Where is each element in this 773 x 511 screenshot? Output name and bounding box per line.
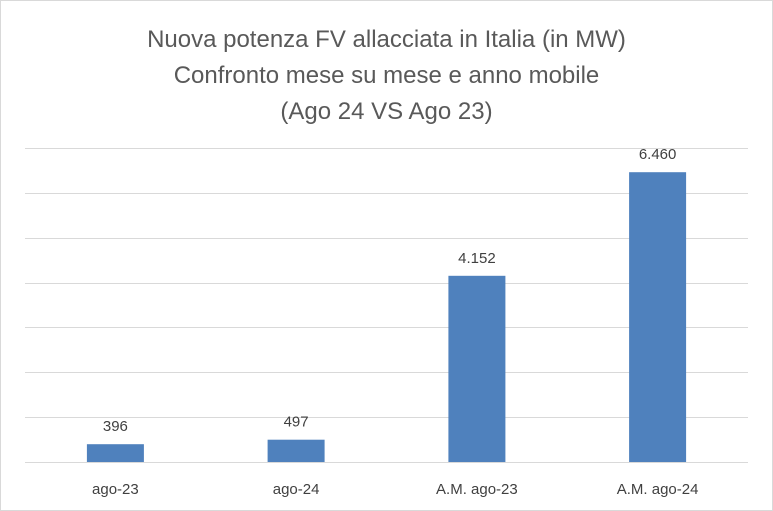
x-tick-label-4: A.M. ago-24 [617,481,699,498]
data-label-4: 6.460 [639,146,677,163]
chart-title-line-3: (Ago 24 VS Ago 23) [280,98,493,125]
data-label-2: 497 [284,414,309,431]
chart-title: Nuova potenza FV allacciata in Italia (i… [0,22,773,130]
x-tick-label-3: A.M. ago-23 [436,481,518,498]
bar-4 [629,172,687,462]
data-label-3: 4.152 [458,250,496,267]
bar-3 [448,275,506,462]
data-labels: 396 497 4.152 6.460 [103,146,676,435]
chart-title-line-1: Nuova potenza FV allacciata in Italia (i… [147,26,626,53]
x-tick-label-2: ago-24 [273,481,320,498]
gridlines [25,148,748,463]
x-tick-label-1: ago-23 [92,481,139,498]
bar-1 [86,444,144,462]
x-axis-tick-labels: ago-23 ago-24 A.M. ago-23 A.M. ago-24 [92,481,698,498]
chart-title-line-2: Confronto mese su mese e anno mobile [173,62,600,89]
bars [86,172,687,462]
bar-2 [267,439,325,462]
data-label-1: 396 [103,418,128,435]
